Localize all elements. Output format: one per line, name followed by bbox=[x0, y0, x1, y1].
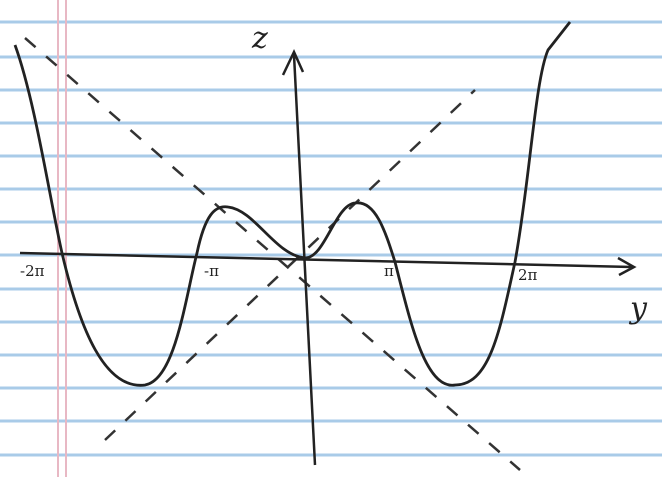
tick-label: 2π bbox=[518, 266, 538, 284]
sketch: z y -2π -π π 2π bbox=[0, 0, 662, 477]
tick-label: -π bbox=[204, 262, 219, 280]
vertical-axis-label: z bbox=[251, 21, 268, 56]
page: z y -2π -π π 2π (() => { const data = JS… bbox=[0, 0, 662, 477]
paper-lines bbox=[0, 22, 662, 455]
curve bbox=[15, 22, 570, 385]
horizontal-axis-label: y bbox=[628, 291, 648, 326]
tick-label: -2π bbox=[20, 262, 45, 280]
tick-label: π bbox=[384, 262, 394, 280]
